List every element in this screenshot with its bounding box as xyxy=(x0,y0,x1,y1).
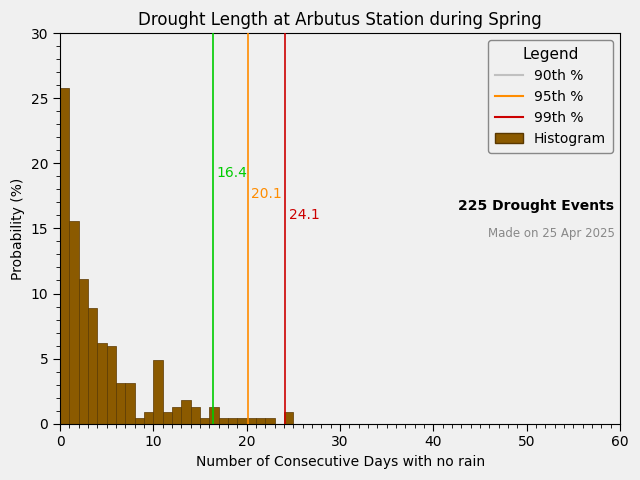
Bar xyxy=(69,221,79,423)
Bar xyxy=(163,412,172,423)
Text: 24.1: 24.1 xyxy=(289,208,319,222)
Bar xyxy=(97,343,107,423)
Bar xyxy=(247,419,256,423)
X-axis label: Number of Consecutive Days with no rain: Number of Consecutive Days with no rain xyxy=(196,455,484,469)
Bar xyxy=(181,400,191,423)
Bar xyxy=(256,419,266,423)
Bar xyxy=(237,419,247,423)
Bar xyxy=(60,88,69,423)
Bar xyxy=(107,346,116,423)
Title: Drought Length at Arbutus Station during Spring: Drought Length at Arbutus Station during… xyxy=(138,11,542,29)
Bar xyxy=(79,279,88,423)
Bar xyxy=(125,383,135,423)
Legend: 90th %, 95th %, 99th %, Histogram: 90th %, 95th %, 99th %, Histogram xyxy=(488,40,613,153)
Text: 225 Drought Events: 225 Drought Events xyxy=(458,199,614,213)
Bar xyxy=(284,412,293,423)
Text: 20.1: 20.1 xyxy=(252,187,282,201)
Bar xyxy=(209,407,219,423)
Bar xyxy=(154,360,163,423)
Text: 16.4: 16.4 xyxy=(217,166,248,180)
Bar xyxy=(172,407,181,423)
Bar xyxy=(116,383,125,423)
Bar xyxy=(135,419,144,423)
Bar xyxy=(88,308,97,423)
Text: Made on 25 Apr 2025: Made on 25 Apr 2025 xyxy=(488,227,614,240)
Bar xyxy=(144,412,154,423)
Bar xyxy=(219,419,228,423)
Bar xyxy=(266,419,275,423)
Bar xyxy=(191,407,200,423)
Y-axis label: Probability (%): Probability (%) xyxy=(11,178,25,280)
Bar xyxy=(228,419,237,423)
Bar xyxy=(200,419,209,423)
